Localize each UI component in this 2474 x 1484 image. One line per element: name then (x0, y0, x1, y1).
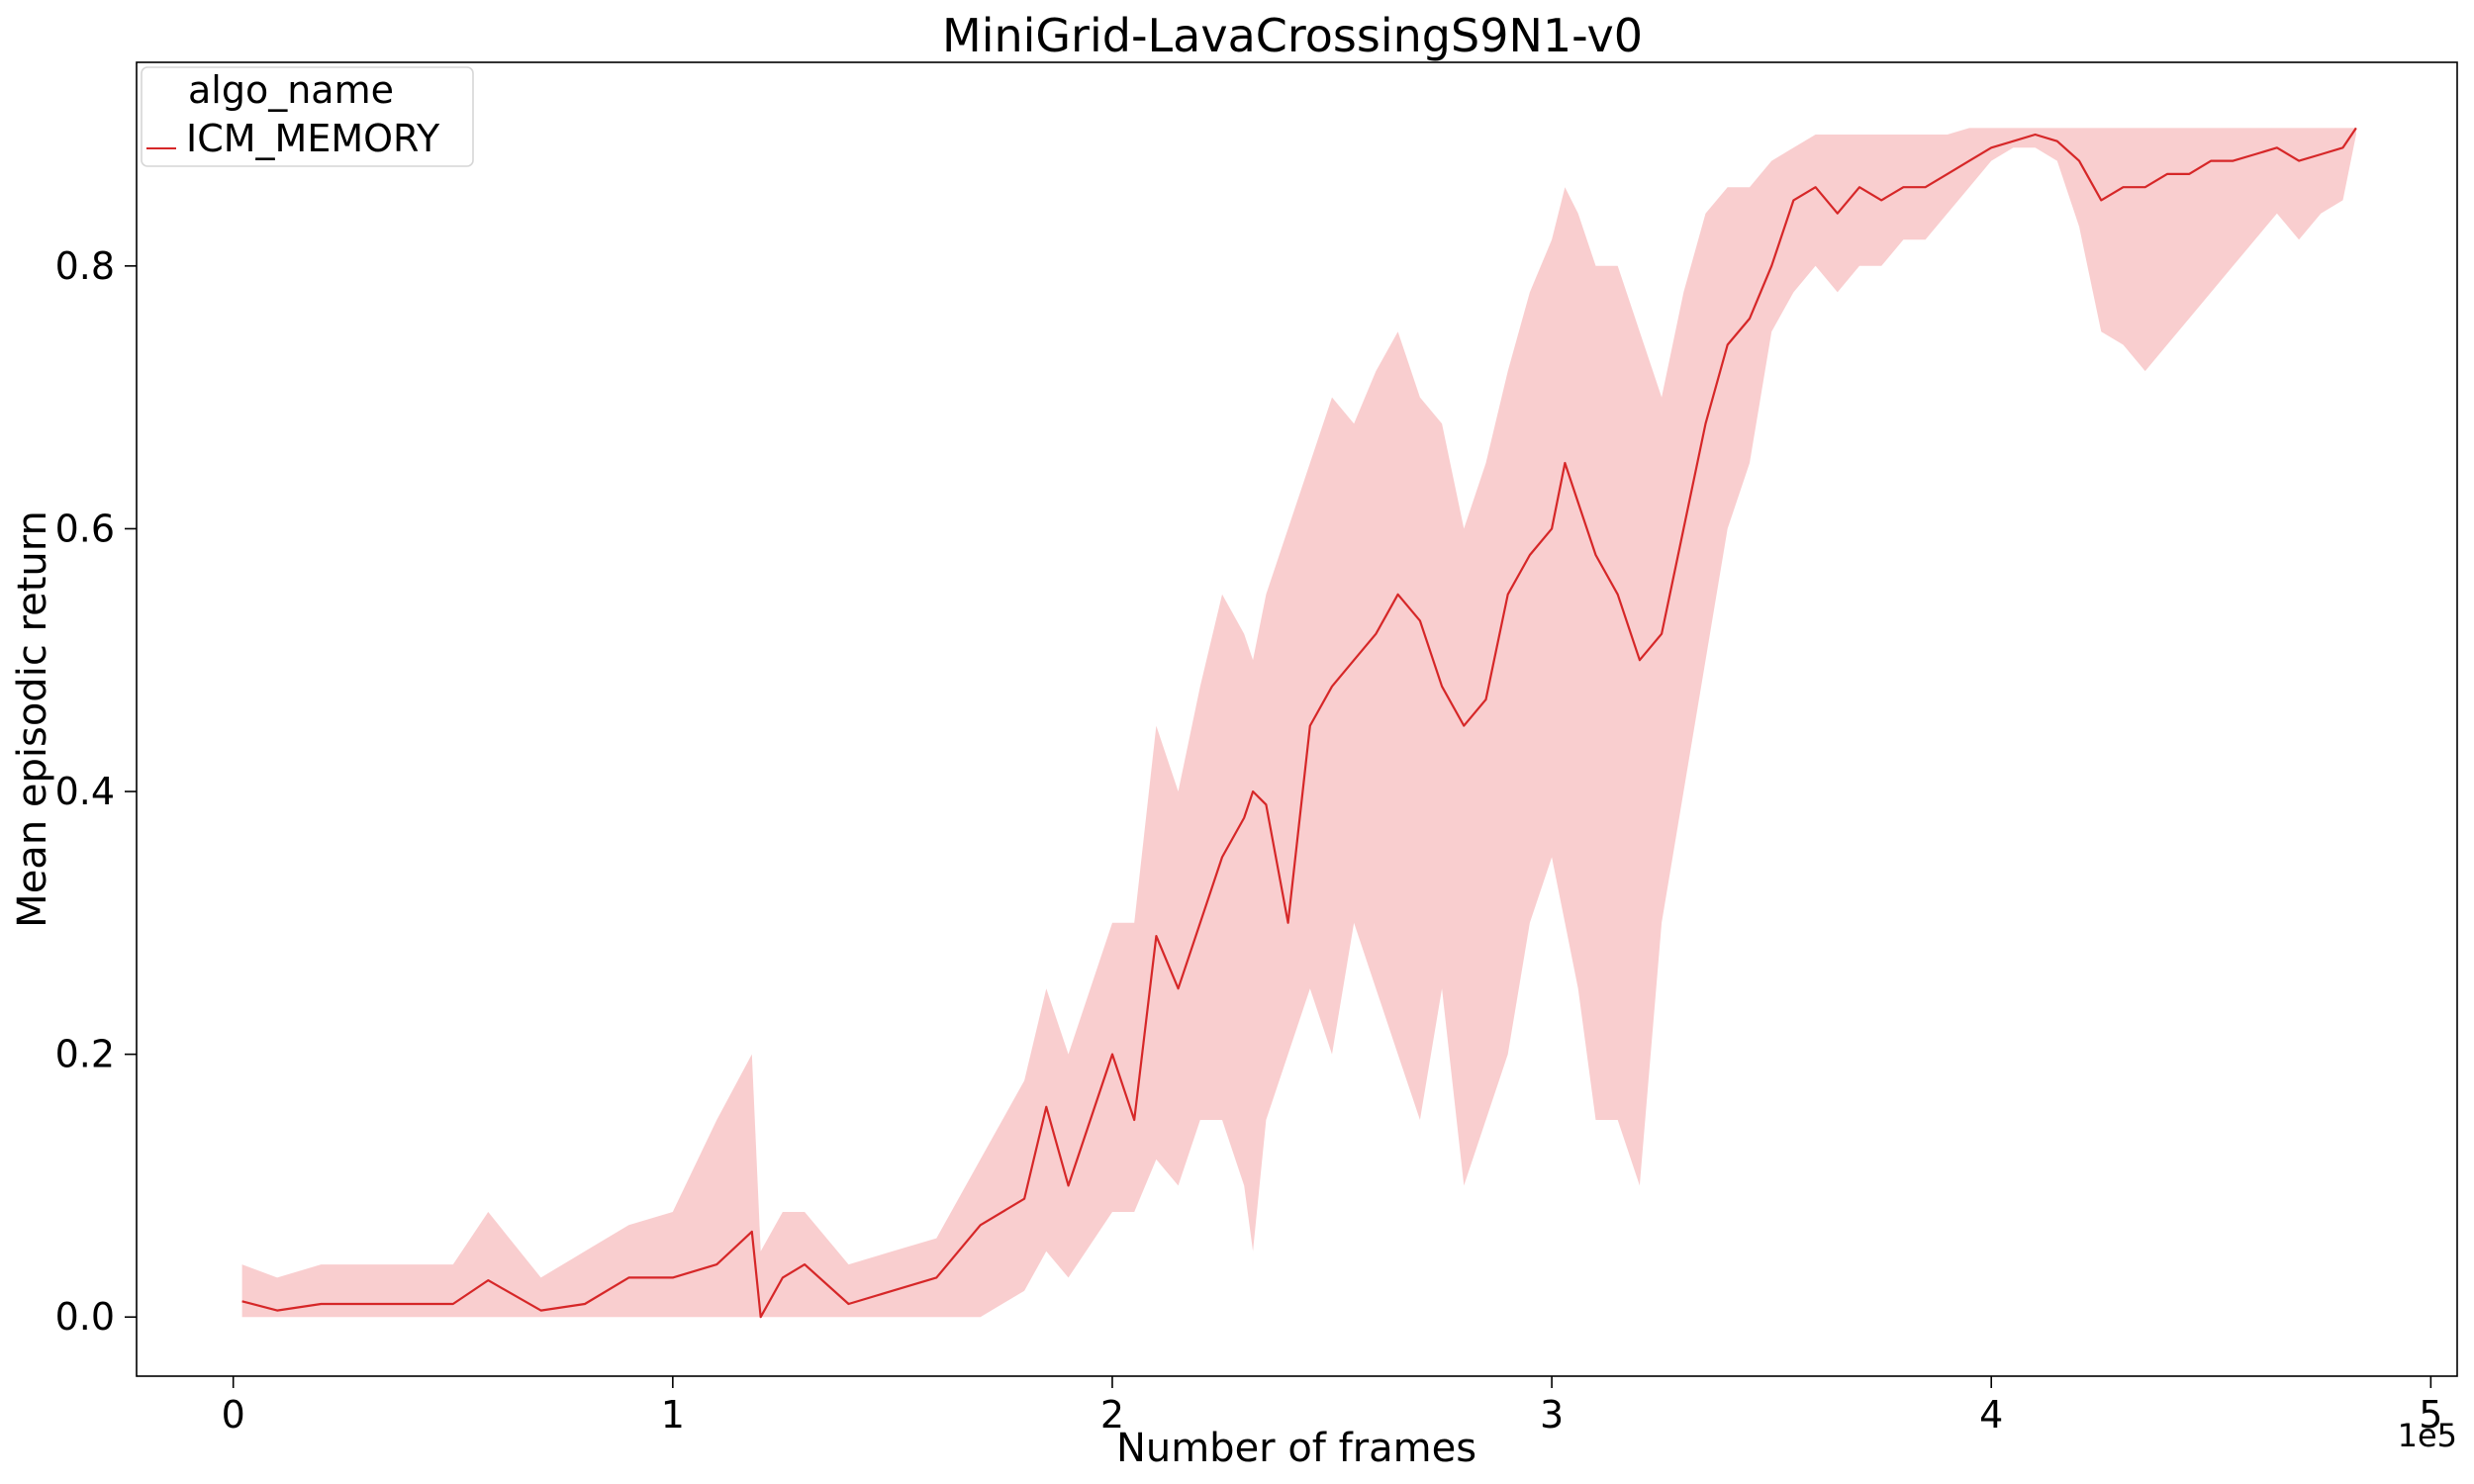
x-tick-label: 1 (661, 1393, 685, 1437)
y-tick-label: 0.6 (55, 507, 115, 550)
y-axis-ticks: 0.0 0.2 0.4 0.6 0.8 (55, 244, 137, 1339)
legend: algo_name ICM_MEMORY (141, 66, 474, 167)
legend-entry-icm-memory: ICM_MEMORY (186, 117, 440, 160)
x-tick-label: 0 (222, 1393, 245, 1437)
x-tick-label: 2 (1100, 1393, 1124, 1437)
x-tick-label: 4 (1979, 1393, 2003, 1437)
x-tick-label: 5 (2419, 1393, 2442, 1437)
x-axis-ticks: 0 1 2 3 4 5 (222, 1376, 2442, 1437)
y-axis-label: Mean episodic return (10, 510, 55, 928)
legend-box (141, 66, 474, 167)
plot-area (136, 61, 2458, 1377)
series-band-0 (241, 128, 2356, 1318)
chart-title: MiniGrid-LavaCrossingS9N1-v0 (942, 9, 1643, 62)
y-tick-label: 0.0 (55, 1295, 115, 1339)
y-tick-label: 0.2 (55, 1033, 115, 1076)
legend-title: algo_name (188, 68, 394, 112)
x-tick-label: 3 (1540, 1393, 1564, 1437)
y-tick-label: 0.4 (55, 770, 115, 813)
x-axis-label: Number of frames (1116, 1426, 1476, 1471)
series-line-layer (241, 127, 2357, 1319)
x-axis-offset-label: 1e5 (2398, 1417, 2457, 1454)
plot-frame (136, 61, 2458, 1377)
confidence-band-layer (241, 128, 2356, 1318)
y-tick-label: 0.8 (55, 244, 115, 288)
series-line-0 (241, 127, 2357, 1319)
